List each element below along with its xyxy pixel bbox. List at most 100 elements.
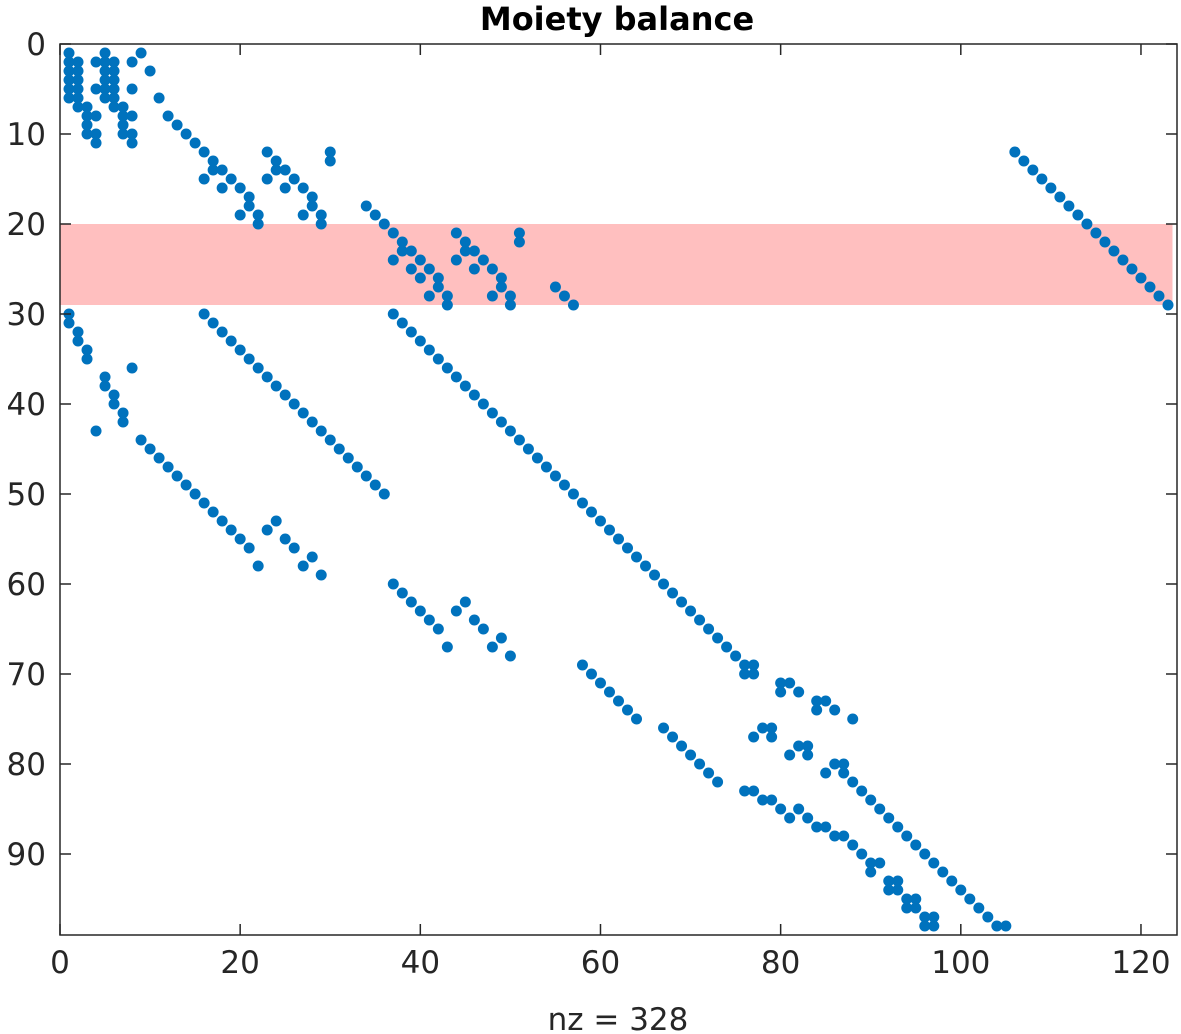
data-point — [99, 371, 111, 383]
data-point — [315, 425, 327, 437]
data-point — [63, 92, 75, 104]
data-point — [324, 434, 336, 446]
data-point — [558, 479, 570, 491]
data-point — [946, 875, 958, 887]
data-point — [198, 497, 210, 509]
data-point — [351, 461, 363, 473]
data-point — [126, 56, 138, 68]
data-point — [603, 524, 615, 536]
data-point — [531, 452, 543, 464]
data-point — [504, 650, 516, 662]
data-point — [468, 263, 480, 275]
data-point — [90, 425, 102, 437]
data-point — [198, 146, 210, 158]
data-point — [441, 362, 453, 374]
data-point — [892, 821, 904, 833]
data-point — [306, 551, 318, 563]
data-point — [685, 749, 697, 761]
data-point — [757, 722, 769, 734]
data-point — [829, 830, 841, 842]
data-point — [1081, 218, 1093, 230]
data-point — [468, 614, 480, 626]
data-point — [243, 191, 255, 203]
data-point — [252, 209, 264, 221]
data-point — [135, 47, 147, 59]
data-point — [739, 785, 751, 797]
data-point — [315, 569, 327, 581]
data-point — [90, 56, 102, 68]
data-point — [396, 236, 408, 248]
data-point — [81, 110, 93, 122]
data-point — [63, 65, 75, 77]
data-point — [423, 344, 435, 356]
data-point — [459, 245, 471, 257]
data-point — [99, 92, 111, 104]
data-point — [1117, 254, 1129, 266]
data-point — [477, 623, 489, 635]
data-point — [180, 128, 192, 140]
data-point — [126, 128, 138, 140]
data-point — [549, 470, 561, 482]
data-point — [658, 578, 670, 590]
data-point — [90, 137, 102, 149]
data-point — [360, 200, 372, 212]
data-point — [883, 812, 895, 824]
data-point — [369, 479, 381, 491]
y-tick-label: 20 — [7, 207, 46, 243]
data-point — [784, 812, 796, 824]
data-point — [72, 65, 84, 77]
data-point — [495, 272, 507, 284]
data-point — [180, 479, 192, 491]
data-point — [856, 848, 868, 860]
data-point — [81, 101, 93, 113]
data-point — [90, 128, 102, 140]
data-point — [405, 263, 417, 275]
data-point — [405, 596, 417, 608]
data-point — [432, 272, 444, 284]
data-point — [153, 452, 165, 464]
y-tick-label: 50 — [7, 477, 46, 513]
data-point — [72, 335, 84, 347]
data-point — [324, 155, 336, 167]
data-point — [802, 740, 814, 752]
data-point — [919, 848, 931, 860]
data-point — [270, 380, 282, 392]
data-point — [459, 596, 471, 608]
data-point — [495, 281, 507, 293]
data-point — [847, 713, 859, 725]
y-tick-label: 0 — [26, 27, 46, 63]
data-point — [730, 650, 742, 662]
data-point — [775, 677, 787, 689]
data-point — [108, 101, 120, 113]
data-point — [1090, 227, 1102, 239]
data-point — [414, 605, 426, 617]
data-point — [928, 920, 940, 932]
data-point — [594, 515, 606, 527]
data-point — [72, 92, 84, 104]
axis-ticks-layer: 0 20 40 60 80 100 120 0 10 20 30 40 50 60 70 80 90 — [7, 27, 1177, 981]
data-point — [126, 110, 138, 122]
data-point — [225, 173, 237, 185]
data-point — [261, 524, 273, 536]
data-point — [342, 452, 354, 464]
data-point — [90, 110, 102, 122]
data-point — [234, 209, 246, 221]
data-point — [396, 317, 408, 329]
data-point — [856, 785, 868, 797]
data-point — [144, 65, 156, 77]
data-point — [432, 353, 444, 365]
data-point — [288, 398, 300, 410]
data-point — [306, 200, 318, 212]
data-point — [991, 920, 1003, 932]
data-point — [1126, 263, 1138, 275]
y-tick-label: 90 — [7, 837, 46, 873]
data-point — [126, 83, 138, 95]
data-point — [99, 74, 111, 86]
y-tick-label: 70 — [7, 657, 46, 693]
data-point — [468, 389, 480, 401]
data-point — [279, 389, 291, 401]
data-point — [441, 641, 453, 653]
data-point — [658, 722, 670, 734]
data-point — [540, 461, 552, 473]
